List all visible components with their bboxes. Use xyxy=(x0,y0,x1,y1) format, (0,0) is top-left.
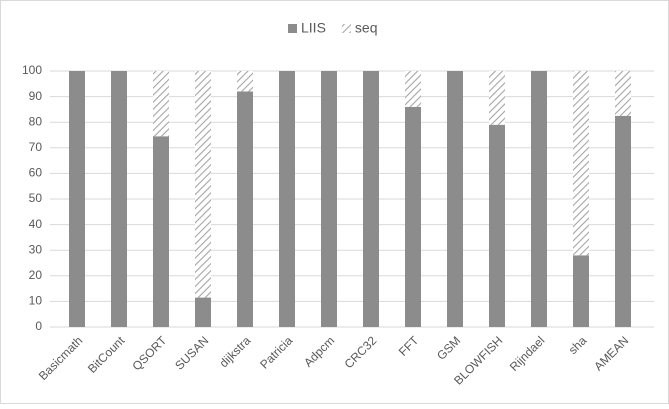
bar-segment xyxy=(405,71,421,107)
bar-segment xyxy=(195,71,211,298)
bar-segment xyxy=(573,255,589,327)
y-tick-label: 90 xyxy=(29,89,43,103)
bar-segment xyxy=(237,71,253,92)
bar-segment xyxy=(531,71,547,327)
y-tick-label: 60 xyxy=(29,166,43,180)
y-tick-label: 20 xyxy=(29,268,43,282)
legend-label: LIIS xyxy=(301,20,326,36)
bar-segment xyxy=(69,71,85,327)
y-tick-label: 100 xyxy=(22,63,42,77)
bar-segment xyxy=(489,71,505,125)
bar-segment xyxy=(573,71,589,256)
bar-segment xyxy=(195,297,211,327)
y-tick-label: 50 xyxy=(29,191,43,205)
bar-segment xyxy=(237,91,253,327)
bar-segment xyxy=(405,106,421,327)
bar-segment xyxy=(363,71,379,327)
bar-segment xyxy=(447,71,463,327)
y-tick-label: 10 xyxy=(29,294,43,308)
bar-segment xyxy=(615,71,631,116)
y-tick-label: 70 xyxy=(29,140,43,154)
y-tick-label: 40 xyxy=(29,217,43,231)
y-tick-label: 80 xyxy=(29,114,43,128)
y-tick-label: 0 xyxy=(35,319,42,333)
bar-segment xyxy=(153,71,169,137)
y-tick-label: 30 xyxy=(29,242,43,256)
bar-segment xyxy=(489,124,505,327)
legend-label: seq xyxy=(355,20,378,36)
bar-segment xyxy=(279,71,295,327)
legend-swatch xyxy=(288,24,297,33)
bar-segment xyxy=(153,136,169,327)
bar-segment xyxy=(111,71,127,327)
bar-segment xyxy=(321,71,337,327)
legend-swatch xyxy=(341,24,351,33)
bar-segment xyxy=(615,115,631,327)
